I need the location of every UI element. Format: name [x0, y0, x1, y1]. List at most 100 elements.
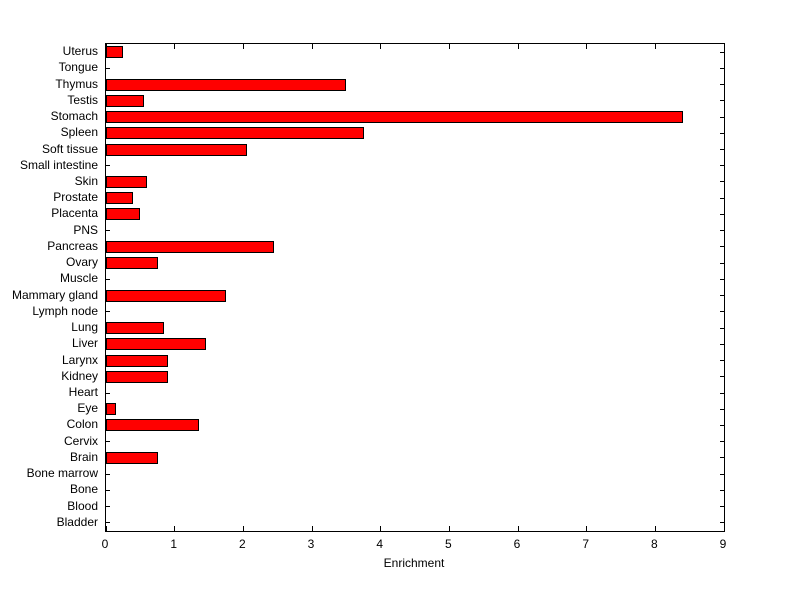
y-tick-mark-left	[106, 489, 110, 491]
x-axis-title: Enrichment	[383, 556, 445, 570]
y-tick-mark-right	[720, 489, 724, 491]
bar-colon	[106, 419, 199, 432]
bar-testis	[106, 94, 144, 107]
bar-ovary	[106, 257, 158, 270]
x-tick-mark-top	[448, 44, 450, 49]
plot-area	[105, 43, 725, 532]
y-tick-mark-right	[720, 213, 724, 215]
bar-soft-tissue	[106, 143, 247, 156]
x-tick-mark-bottom	[448, 526, 450, 531]
bar-uterus	[106, 46, 124, 59]
y-tick-mark-right	[720, 84, 724, 86]
x-tick-mark-bottom	[242, 526, 244, 531]
y-tick-label: Lymph node	[32, 303, 98, 318]
y-tick-mark-left	[106, 230, 110, 232]
x-tick-mark-top	[654, 44, 656, 49]
y-tick-label: Larynx	[61, 352, 98, 367]
y-tick-mark-right	[720, 67, 724, 69]
x-tick-label: 2	[238, 537, 246, 551]
y-tick-mark-left	[106, 473, 110, 475]
y-tick-mark-right	[720, 149, 724, 151]
y-tick-label: Heart	[68, 385, 98, 400]
y-tick-label: Ovary	[65, 255, 98, 270]
y-tick-label: Spleen	[60, 125, 98, 140]
x-tick-mark-bottom	[654, 526, 656, 531]
y-tick-label: Eye	[77, 401, 98, 416]
y-tick-label: Kidney	[61, 368, 98, 383]
bar-larynx	[106, 354, 168, 367]
x-tick-label: 4	[376, 537, 383, 551]
y-tick-label: Small intestine	[19, 157, 98, 172]
bar-spleen	[106, 127, 364, 140]
bar-placenta	[106, 208, 141, 221]
y-tick-label: Bone	[69, 482, 98, 497]
y-tick-mark-right	[720, 295, 724, 297]
y-tick-mark-right	[720, 51, 724, 53]
y-tick-mark-left	[106, 522, 110, 524]
x-tick-label: 7	[582, 537, 589, 551]
x-tick-mark-top	[723, 44, 725, 49]
x-tick-mark-bottom	[586, 526, 588, 531]
y-tick-mark-left	[106, 165, 110, 167]
y-tick-mark-left	[106, 67, 110, 69]
y-tick-label: Cervix	[63, 433, 98, 448]
bar-thymus	[106, 78, 347, 91]
y-tick-mark-right	[720, 360, 724, 362]
x-tick-mark-bottom	[174, 526, 176, 531]
y-tick-mark-right	[720, 246, 724, 248]
y-tick-label: Prostate	[53, 190, 98, 205]
y-tick-mark-left	[106, 392, 110, 394]
y-tick-mark-right	[720, 278, 724, 280]
x-tick-mark-top	[311, 44, 313, 49]
x-tick-mark-bottom	[380, 526, 382, 531]
y-tick-mark-right	[720, 262, 724, 264]
y-tick-mark-right	[720, 376, 724, 378]
y-tick-label: Blood	[67, 498, 98, 513]
y-tick-label: Testis	[67, 92, 98, 107]
y-tick-label: Uterus	[62, 44, 98, 59]
y-tick-mark-right	[720, 441, 724, 443]
x-tick-mark-bottom	[517, 526, 519, 531]
bar-skin	[106, 175, 148, 188]
y-tick-label: Lung	[71, 320, 98, 335]
y-tick-label: Bone marrow	[26, 466, 98, 481]
bar-prostate	[106, 192, 134, 205]
x-tick-mark-top	[586, 44, 588, 49]
y-tick-mark-right	[720, 343, 724, 345]
x-tick-mark-top	[174, 44, 176, 49]
x-tick-mark-bottom	[311, 526, 313, 531]
y-tick-mark-right	[720, 424, 724, 426]
x-tick-mark-top	[105, 44, 107, 49]
y-tick-mark-right	[720, 473, 724, 475]
bar-lung	[106, 322, 165, 335]
x-tick-label: 9	[719, 537, 727, 551]
bar-pancreas	[106, 240, 275, 253]
y-tick-label: Tongue	[58, 60, 98, 75]
bar-mammary-gland	[106, 289, 227, 302]
y-tick-mark-left	[106, 311, 110, 313]
bar-stomach	[106, 111, 683, 124]
y-tick-label: PNS	[73, 222, 98, 237]
x-tick-mark-top	[517, 44, 519, 49]
y-tick-mark-right	[720, 392, 724, 394]
y-tick-label: Mammary gland	[11, 287, 98, 302]
bar-kidney	[106, 370, 168, 383]
y-tick-mark-right	[720, 116, 724, 118]
y-tick-label: Brain	[69, 449, 98, 464]
x-tick-label: 8	[650, 537, 658, 551]
y-tick-mark-right	[720, 181, 724, 183]
y-tick-mark-right	[720, 408, 724, 410]
bar-brain	[106, 451, 158, 464]
y-tick-label: Placenta	[51, 206, 98, 221]
x-tick-label: 6	[513, 537, 521, 551]
x-tick-mark-top	[242, 44, 244, 49]
y-tick-mark-left	[106, 441, 110, 443]
x-tick-mark-bottom	[105, 526, 107, 531]
y-tick-mark-right	[720, 506, 724, 508]
y-tick-label: Muscle	[59, 271, 98, 286]
x-tick-label: 5	[444, 537, 452, 551]
y-tick-mark-right	[720, 100, 724, 102]
y-tick-mark-left	[106, 278, 110, 280]
y-tick-mark-right	[720, 165, 724, 167]
